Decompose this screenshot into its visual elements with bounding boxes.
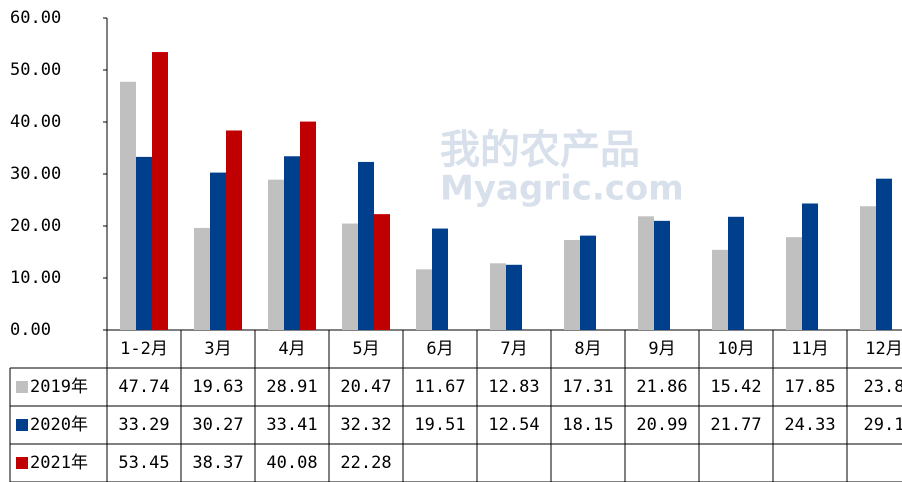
table-value: 22.28 [340,453,391,473]
legend-label: 2019年 [30,377,88,397]
x-tick-label: 3月 [204,339,231,359]
table-value: 38.37 [192,453,243,473]
watermark-en: Myagric.com [440,169,684,209]
y-tick-label: 50.00 [10,60,61,80]
table-value: 24.33 [784,415,835,435]
bar [120,81,136,330]
bar [638,216,654,330]
x-tick-label: 8月 [574,339,601,359]
bar [860,206,876,330]
legend-label: 2021年 [30,453,88,473]
legend-label: 2020年 [30,415,88,435]
table-value: 28.91 [266,377,317,397]
bar [564,239,580,330]
table-value: 21.77 [710,415,761,435]
x-tick-label: 5月 [352,339,379,359]
bar [342,223,358,330]
table-value: 32.32 [340,415,391,435]
bar [210,172,226,330]
bar [712,249,728,330]
table-value: 17.85 [784,377,835,397]
table-value: 40.08 [266,453,317,473]
bar [374,214,390,330]
table-value: 30.27 [192,415,243,435]
bar [136,156,152,330]
table-value: 47.74 [118,377,169,397]
bar [152,52,168,331]
table-value: 11.67 [414,377,465,397]
table-value: 29.1 [864,415,902,435]
x-tick-label: 9月 [648,339,675,359]
table-value: 19.63 [192,377,243,397]
y-tick-label: 60.00 [10,8,61,28]
bar [194,227,210,330]
watermark-cn: 我的农产品 [440,127,640,173]
bar [268,179,284,330]
bar [490,263,506,330]
table-value: 12.54 [488,415,539,435]
table-value: 19.51 [414,415,465,435]
legend-swatch [16,381,28,393]
table-value: 20.47 [340,377,391,397]
x-tick-label: 11月 [791,339,828,359]
y-tick-label: 30.00 [10,164,61,184]
bar [432,228,448,330]
table-value: 21.86 [636,377,687,397]
x-tick-label: 7月 [500,339,527,359]
bar [654,220,670,330]
bar [284,156,300,330]
y-tick-label: 0.00 [10,320,51,340]
bar [728,216,744,330]
legend-swatch [16,457,28,469]
x-tick-label: 12月 [865,339,902,359]
table-value: 33.41 [266,415,317,435]
x-tick-label: 6月 [426,339,453,359]
table-value: 17.31 [562,377,613,397]
bar [416,269,432,330]
y-tick-label: 10.00 [10,268,61,288]
y-tick-label: 20.00 [10,216,61,236]
bar [802,203,818,330]
bar [358,161,374,330]
bar [506,264,522,330]
y-tick-label: 40.00 [10,112,61,132]
table-value: 53.45 [118,453,169,473]
table-value: 18.15 [562,415,613,435]
bar [300,121,316,330]
x-tick-label: 1-2月 [120,339,168,359]
table-value: 33.29 [118,415,169,435]
bar [226,130,242,330]
table-value: 12.83 [488,377,539,397]
x-tick-label: 4月 [278,339,305,359]
bar [876,178,892,330]
x-tick-label: 10月 [717,339,754,359]
table-value: 23.8 [864,377,902,397]
table-value: 20.99 [636,415,687,435]
bar [580,235,596,330]
legend-swatch [16,419,28,431]
bar [786,237,802,330]
table-value: 15.42 [710,377,761,397]
